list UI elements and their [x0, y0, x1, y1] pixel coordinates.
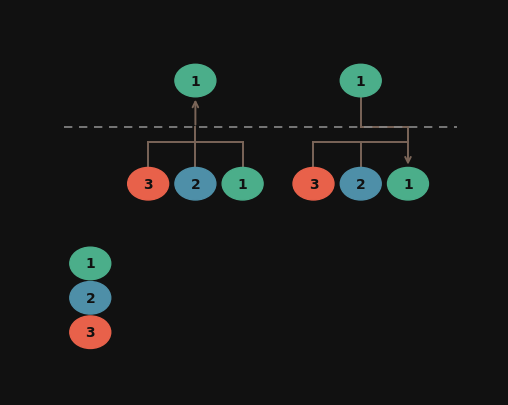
Circle shape [70, 316, 111, 349]
Text: 2: 2 [356, 177, 366, 191]
Text: 3: 3 [143, 177, 153, 191]
Text: 1: 1 [356, 75, 366, 88]
Circle shape [222, 168, 263, 200]
Text: 3: 3 [85, 325, 95, 339]
Circle shape [70, 282, 111, 314]
Circle shape [175, 168, 216, 200]
Text: 3: 3 [309, 177, 319, 191]
Text: 2: 2 [190, 177, 200, 191]
Circle shape [293, 168, 334, 200]
Circle shape [340, 168, 381, 200]
Circle shape [128, 168, 169, 200]
Circle shape [340, 65, 381, 98]
Circle shape [388, 168, 428, 200]
Text: 2: 2 [85, 291, 95, 305]
Circle shape [175, 65, 216, 98]
Text: 1: 1 [190, 75, 200, 88]
Circle shape [70, 247, 111, 280]
Text: 1: 1 [403, 177, 413, 191]
Text: 1: 1 [238, 177, 247, 191]
Text: 1: 1 [85, 257, 95, 271]
